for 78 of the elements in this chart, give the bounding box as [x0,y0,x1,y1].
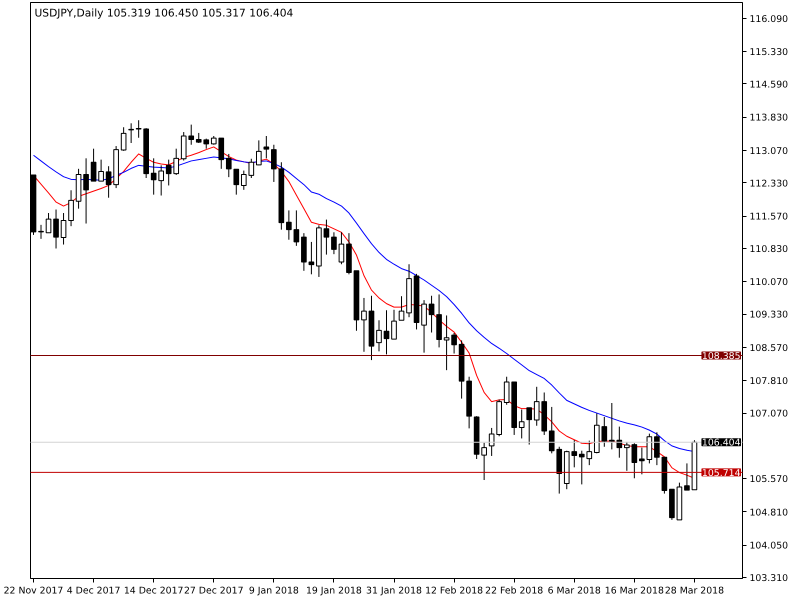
candlestick [264,135,270,159]
candlestick [226,153,232,178]
candlestick [188,124,194,146]
candlestick [654,432,660,466]
candlestick [451,332,457,354]
candlestick [256,140,262,166]
y-tick-label: 104.810 [750,507,788,518]
candlestick [173,148,180,176]
candlestick [608,402,615,450]
x-tick-label: 22 Feb 2018 [485,586,544,596]
candlestick [488,427,494,456]
y-tick-label: 103.310 [750,573,788,584]
y-tick-label: 116.090 [750,14,788,25]
candlestick [601,416,608,448]
candlestick [128,122,134,144]
x-tick-label: 27 Dec 2017 [184,586,244,596]
candlestick [504,376,510,406]
x-tick-label: 16 Mar 2018 [604,586,664,596]
candlestick [286,210,292,240]
ref-line-label: 106.404 [702,438,741,449]
candlestick [324,219,330,256]
candlestick [271,144,277,182]
candlestick [196,132,202,144]
y-tick-label: 110.830 [750,244,788,255]
candlestick [639,447,645,475]
candlestick [233,168,240,196]
y-tick-label: 109.330 [750,310,788,321]
ref-line-label: 105.714 [702,468,741,479]
y-tick-label: 113.830 [750,112,788,124]
candlestick [218,138,224,170]
y-tick-label: 110.070 [750,277,788,288]
candlestick [166,159,172,186]
candlestick [578,450,585,485]
candlestick [526,407,532,446]
candlestick [624,441,630,472]
candlestick [240,170,247,190]
y-tick-label: 105.570 [750,474,788,486]
x-tick-label: 9 Jan 2018 [248,586,299,596]
candlestick [248,158,254,179]
candlestick [180,132,187,162]
y-tick-label: 115.330 [750,47,788,58]
candlestick [632,442,638,479]
x-tick-label: 31 Jan 2018 [366,586,422,596]
candlestick [106,166,112,198]
y-tick-label: 111.570 [750,212,788,223]
x-tick-label: 12 Feb 2018 [425,586,484,596]
y-tick-label: 112.330 [750,178,788,190]
y-tick-label: 108.570 [750,342,788,354]
x-tick-label: 22 Nov 2017 [4,586,64,596]
candlestick [571,440,578,468]
candlestick [158,164,164,196]
x-tick-label: 14 Dec 2017 [124,586,184,596]
candlestick [90,148,96,182]
candlestick [150,158,156,196]
y-tick-label: 107.070 [750,408,788,420]
candlestick [518,409,525,439]
candlestick [481,442,487,481]
candlestick [294,210,300,246]
x-tick-label: 28 Mar 2018 [664,586,724,596]
y-tick-label: 113.070 [750,146,788,157]
y-tick-label: 114.590 [750,79,788,90]
candlestick [444,314,450,371]
x-tick-label: 4 Dec 2017 [66,586,120,596]
candlestick [120,126,126,152]
candlestick [534,386,540,426]
candlestick [98,159,104,182]
candlestick [308,241,314,275]
x-tick-label: 6 Mar 2018 [548,586,601,596]
x-tick-label: 19 Jan 2018 [306,586,362,596]
candlestick [646,433,652,464]
y-tick-label: 104.050 [750,540,788,552]
candlestick [586,440,592,466]
y-tick-label: 107.810 [750,376,788,388]
candlestick [548,406,555,454]
candlestick [203,138,210,150]
candlestick [136,120,142,138]
chart-title: USDJPY,Daily 105.319 106.450 105.317 106.404 [34,6,294,20]
ref-line-label: 108.385 [702,350,741,362]
